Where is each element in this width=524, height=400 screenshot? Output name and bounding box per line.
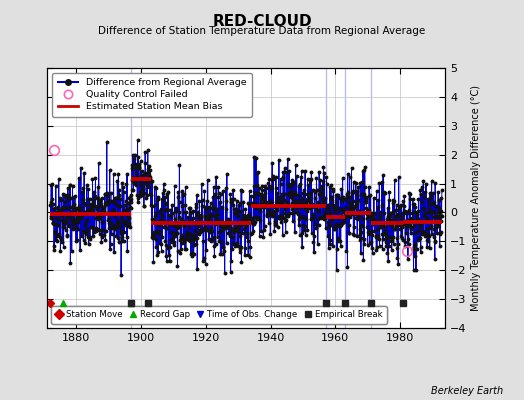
Text: Berkeley Earth: Berkeley Earth (431, 386, 503, 396)
Text: Difference of Station Temperature Data from Regional Average: Difference of Station Temperature Data f… (99, 26, 425, 36)
Text: RED-CLOUD: RED-CLOUD (212, 14, 312, 29)
Legend: Station Move, Record Gap, Time of Obs. Change, Empirical Break: Station Move, Record Gap, Time of Obs. C… (51, 306, 387, 324)
Y-axis label: Monthly Temperature Anomaly Difference (°C): Monthly Temperature Anomaly Difference (… (471, 85, 481, 311)
